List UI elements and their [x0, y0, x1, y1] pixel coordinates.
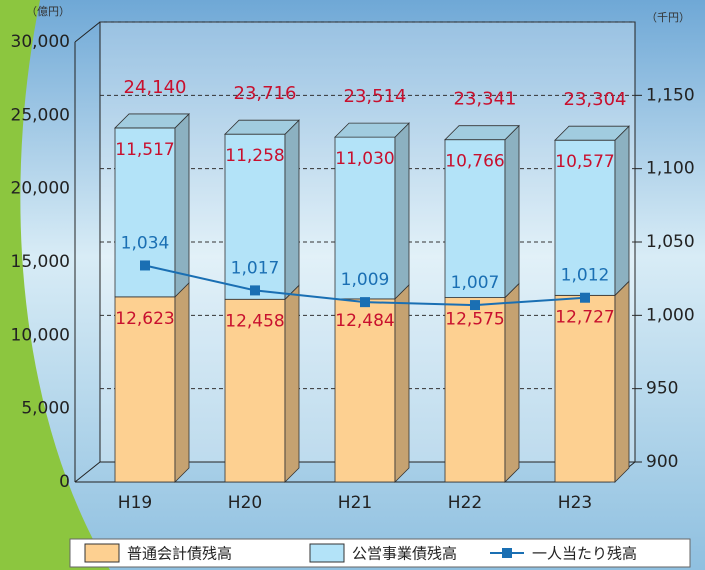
total-label: 23,341	[454, 89, 517, 110]
bar-side	[504, 124, 520, 299]
segment-label: 11,030	[335, 149, 394, 169]
bar-segment	[334, 136, 396, 300]
bar-side	[394, 122, 410, 300]
bar-segment	[224, 298, 286, 483]
x-tick-label: H23	[558, 493, 592, 513]
total-label: 24,140	[124, 77, 187, 98]
legend-marker	[502, 548, 512, 558]
bar-segment	[224, 133, 286, 300]
bar-side	[394, 283, 410, 483]
line-marker	[580, 292, 590, 303]
y-tick-label: 25,000	[11, 105, 70, 125]
segment-label: 12,458	[225, 311, 284, 331]
y2-tick-label: 1,150	[646, 85, 695, 105]
y2-unit: （千円）	[646, 11, 690, 24]
line-label: 1,009	[341, 270, 390, 290]
segment-label: 12,575	[445, 310, 504, 330]
y-tick-label: 5,000	[21, 399, 70, 419]
y-tick-label: 20,000	[11, 179, 70, 199]
bar-segment	[554, 294, 616, 483]
y2-tick-label: 950	[646, 379, 678, 399]
total-label: 23,716	[234, 83, 297, 104]
legend	[69, 538, 691, 568]
bar-side	[504, 282, 520, 483]
total-label: 23,304	[564, 89, 627, 110]
line-label: 1,034	[121, 233, 170, 253]
x-tick-label: H22	[448, 493, 482, 513]
y-tick-label: 30,000	[11, 32, 70, 52]
y2-tick-label: 900	[646, 452, 678, 472]
line-label: 1,017	[231, 258, 280, 278]
line-marker	[250, 285, 260, 296]
y2-tick-label: 1,000	[646, 305, 695, 325]
segment-label: 12,484	[335, 311, 394, 331]
legend-swatch	[309, 543, 345, 563]
y-unit: （億円）	[26, 5, 70, 18]
y-tick-label: 15,000	[11, 252, 70, 272]
green-decoration	[0, 0, 110, 570]
bar-top	[444, 125, 520, 141]
line-marker	[470, 300, 480, 311]
x-tick-label: H20	[228, 493, 262, 513]
bar-segment	[334, 298, 396, 483]
bar-side	[174, 112, 190, 298]
line-marker	[140, 260, 150, 271]
legend-label: 一人当たり残高	[532, 545, 637, 563]
segment-label: 11,517	[115, 140, 174, 160]
line-marker	[360, 297, 370, 308]
segment-label: 11,258	[225, 146, 284, 166]
y-tick-label: 0	[59, 472, 70, 492]
y-tick-label: 10,000	[11, 325, 70, 345]
y2-tick-label: 1,050	[646, 232, 695, 252]
bar-side	[614, 280, 630, 483]
x-tick-label: H19	[118, 493, 152, 513]
bar-top	[224, 119, 300, 135]
legend-label: 普通会計債残高	[127, 545, 232, 563]
x-tick-label: H21	[338, 493, 372, 513]
total-label: 23,514	[344, 86, 407, 107]
line-label: 1,007	[451, 273, 500, 293]
y2-tick-label: 1,100	[646, 159, 695, 179]
segment-label: 10,577	[555, 152, 614, 172]
legend-swatch	[84, 543, 120, 563]
bar-top	[554, 125, 630, 141]
segment-label: 10,766	[445, 152, 504, 172]
segment-label: 12,623	[115, 309, 174, 329]
bar-segment	[444, 139, 506, 298]
bar-top	[114, 113, 190, 129]
bar-segment	[554, 139, 616, 296]
bar-side	[284, 119, 300, 301]
segment-label: 12,727	[555, 307, 614, 327]
legend-label: 公営事業債残高	[352, 545, 457, 563]
bar-side	[614, 125, 630, 297]
bar-top	[334, 122, 410, 138]
bar-side	[284, 284, 300, 483]
bar-side	[174, 281, 190, 483]
line-label: 1,012	[561, 266, 610, 286]
